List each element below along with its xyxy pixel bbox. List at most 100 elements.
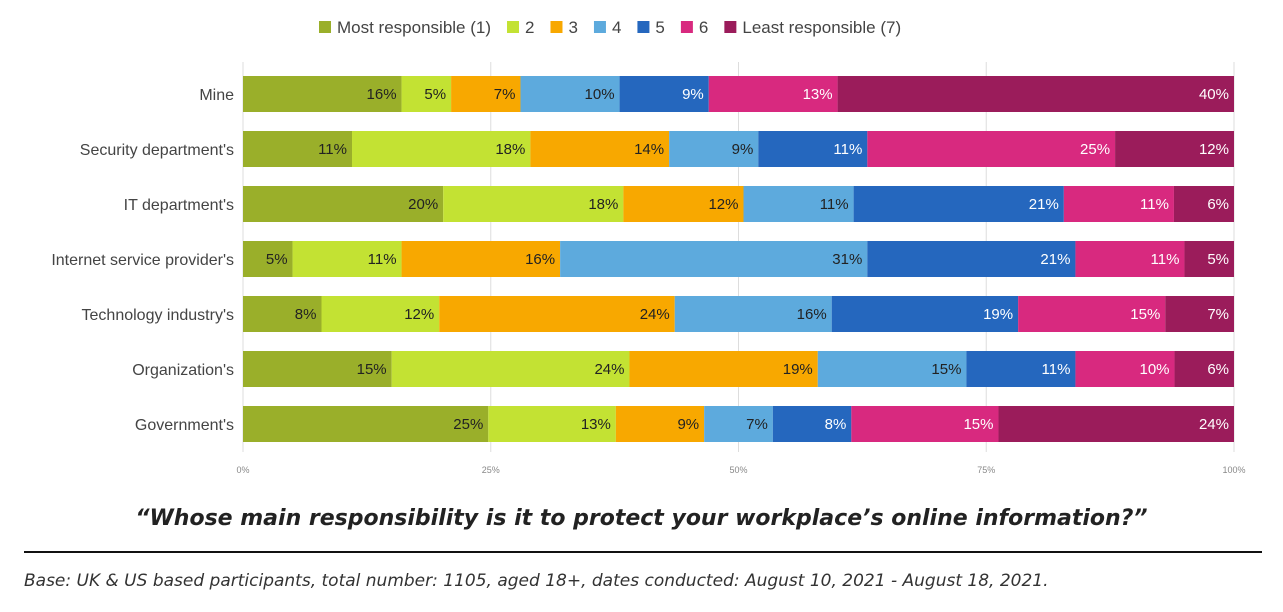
bar-segment: [758, 131, 868, 167]
data-label: 6%: [1207, 361, 1229, 378]
legend-swatch: [319, 21, 331, 33]
bar-segment: [867, 131, 1116, 167]
data-label: 19%: [983, 306, 1013, 323]
data-label: 16%: [367, 86, 397, 103]
data-label: 10%: [1140, 361, 1170, 378]
bar-segment: [837, 76, 1234, 112]
data-label: 7%: [746, 416, 768, 433]
data-label: 25%: [453, 416, 483, 433]
bar-segment: [401, 241, 561, 277]
data-label: 18%: [495, 141, 525, 158]
bar-segment: [243, 241, 293, 277]
category-label: Government's: [135, 417, 234, 434]
data-label: 9%: [677, 416, 699, 433]
data-label: 11%: [1140, 196, 1169, 213]
data-label: 13%: [803, 86, 833, 103]
bar-segment: [1075, 351, 1175, 387]
data-label: 13%: [581, 416, 611, 433]
bar-segment: [619, 76, 709, 112]
bar-segment: [488, 406, 616, 442]
legend-swatch: [724, 21, 737, 33]
category-label: Organization's: [132, 362, 234, 379]
data-label: 7%: [1207, 306, 1229, 323]
x-tick-label: 0%: [236, 465, 249, 475]
bar-segment: [243, 131, 353, 167]
bar-segment: [560, 241, 868, 277]
bar-segment: [831, 296, 1019, 332]
category-label: Technology industry's: [82, 307, 234, 324]
bar-segment: [867, 241, 1076, 277]
footnote: Base: UK & US based participants, total …: [24, 571, 1049, 591]
bar-segment: [623, 186, 744, 222]
data-label: 20%: [408, 196, 438, 213]
bar-segment: [772, 406, 852, 442]
legend-swatch: [680, 21, 693, 33]
legend-label: 4: [612, 18, 621, 37]
bar-segment: [704, 406, 773, 442]
legend-swatch: [593, 21, 606, 33]
data-label: 19%: [783, 361, 813, 378]
data-label: 11%: [833, 141, 862, 158]
bar-segment: [391, 351, 630, 387]
bar-segment: [443, 186, 624, 222]
bar-segment: [674, 296, 832, 332]
data-label: 21%: [1040, 251, 1070, 268]
bar-segment: [615, 406, 705, 442]
data-label: 5%: [266, 251, 288, 268]
bar-segment: [243, 406, 489, 442]
data-label: 7%: [494, 86, 516, 103]
bar-segment: [743, 186, 854, 222]
legend-label: 6: [699, 18, 708, 37]
bar-segment: [321, 296, 440, 332]
data-label: 11%: [318, 141, 347, 158]
data-label: 21%: [1029, 196, 1059, 213]
bar-segment: [1173, 186, 1234, 222]
data-label: 15%: [1130, 306, 1160, 323]
data-label: 25%: [1080, 141, 1110, 158]
bar-segment: [817, 351, 967, 387]
data-label: 11%: [368, 251, 397, 268]
legend-label: 3: [568, 18, 577, 37]
data-label: 11%: [820, 196, 849, 213]
bar-segment: [851, 406, 999, 442]
bar-segment: [292, 241, 402, 277]
x-tick-label: 75%: [977, 465, 995, 475]
data-label: 40%: [1199, 86, 1229, 103]
data-label: 24%: [594, 361, 624, 378]
data-label: 24%: [1199, 416, 1229, 433]
data-label: 16%: [525, 251, 555, 268]
bar-segment: [243, 351, 392, 387]
category-label: Mine: [199, 87, 234, 104]
data-label: 15%: [931, 361, 961, 378]
bar-segment: [243, 76, 402, 112]
data-label: 8%: [295, 306, 317, 323]
data-label: 10%: [585, 86, 615, 103]
data-label: 18%: [588, 196, 618, 213]
data-label: 15%: [963, 416, 993, 433]
x-tick-label: 100%: [1222, 465, 1245, 475]
x-tick-label: 25%: [482, 465, 500, 475]
stacked-bar-chart: 0% 25% 50% 75% 100% Most responsible (1) 2 3 4 5 6…: [51, 18, 1245, 475]
data-label: 8%: [825, 416, 847, 433]
data-label: 12%: [708, 196, 738, 213]
legend-label: 2: [525, 18, 534, 37]
legend-swatch: [507, 21, 520, 33]
bar-segment: [451, 76, 521, 112]
data-label: 5%: [1207, 251, 1229, 268]
bar-segment: [530, 131, 670, 167]
bar-segment: [1174, 351, 1234, 387]
data-label: 15%: [357, 361, 387, 378]
bar-segment: [243, 296, 322, 332]
data-label: 31%: [832, 251, 862, 268]
divider-line: [24, 551, 1262, 553]
data-label: 24%: [640, 306, 670, 323]
data-label: 9%: [682, 86, 704, 103]
bar-segment: [629, 351, 818, 387]
data-label: 14%: [634, 141, 664, 158]
bar-segment: [966, 351, 1076, 387]
bar-segment: [853, 186, 1064, 222]
bar-segment: [439, 296, 675, 332]
legend-swatch: [550, 21, 563, 33]
data-label: 6%: [1207, 196, 1229, 213]
data-label: 12%: [404, 306, 434, 323]
